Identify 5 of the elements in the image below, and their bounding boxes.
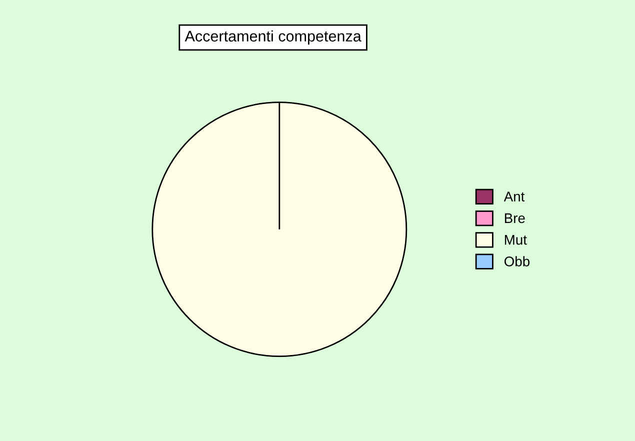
- legend-label: Mut: [504, 235, 527, 245]
- chart-title: Accertamenti competenza: [184, 30, 362, 45]
- legend-label: Ant: [504, 192, 525, 202]
- legend-label: Bre: [504, 213, 525, 224]
- legend-label: Obb: [504, 256, 530, 266]
